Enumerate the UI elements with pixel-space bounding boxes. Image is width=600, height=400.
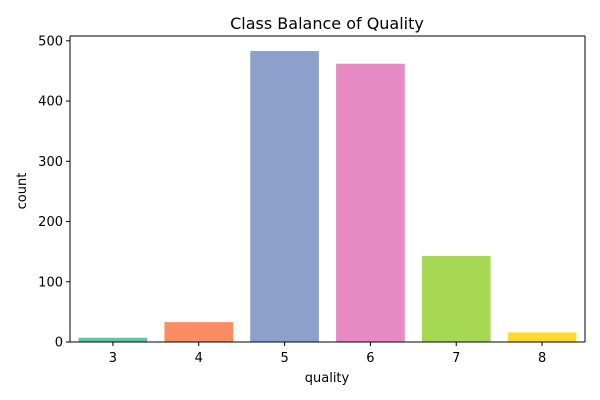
bar-quality-4	[164, 322, 234, 342]
x-tick-label-8: 8	[538, 351, 546, 366]
bar-quality-6	[336, 63, 405, 343]
axes-layer: 3 4 5 6 7 8 0 100 200 300 400 500	[38, 34, 586, 366]
bar-quality-7	[421, 255, 491, 342]
y-tick-label-100: 100	[38, 275, 63, 290]
x-tick-label-3: 3	[109, 351, 117, 366]
y-axis-label: count	[15, 173, 30, 210]
x-axis-label: quality	[305, 371, 350, 386]
chart-title: Class Balance of Quality	[230, 14, 424, 33]
y-tick-label-200: 200	[38, 215, 63, 230]
y-tick-label-0: 0	[55, 336, 63, 351]
x-tick-label-5: 5	[280, 351, 288, 366]
y-tick-label-300: 300	[38, 155, 63, 170]
bar-quality-8	[507, 332, 577, 342]
y-tick-label-500: 500	[38, 34, 63, 49]
bars-layer	[78, 51, 577, 343]
x-tick-label-4: 4	[195, 351, 203, 366]
y-tick-label-400: 400	[38, 95, 63, 110]
x-tick-label-6: 6	[366, 351, 374, 366]
bar-quality-3	[78, 337, 148, 342]
bar-quality-5	[250, 51, 319, 343]
x-tick-label-7: 7	[452, 351, 460, 366]
